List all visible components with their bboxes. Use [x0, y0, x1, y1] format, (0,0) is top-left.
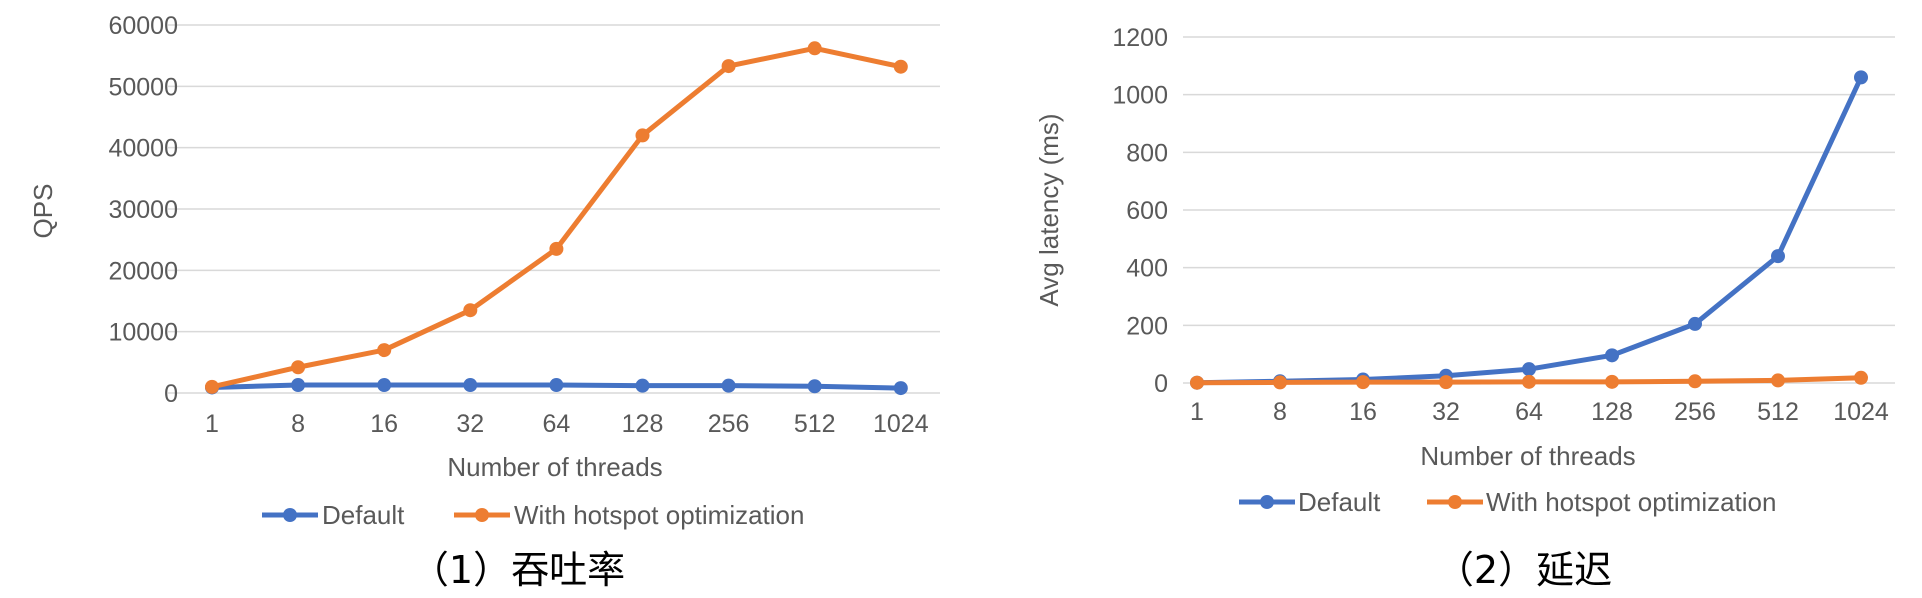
- data-point-hotspot: [807, 41, 822, 56]
- data-point-hotspot: [635, 128, 650, 143]
- x-tick-label: 512: [1757, 398, 1799, 426]
- data-point-default: [1522, 362, 1536, 377]
- data-point-hotspot: [1771, 373, 1785, 388]
- chart1-series: [205, 41, 908, 396]
- data-point-hotspot: [1688, 374, 1702, 389]
- data-point-hotspot: [1190, 375, 1204, 390]
- series-line-hotspot: [209, 45, 904, 390]
- chart2-y-tick-labels: 0 200 400 600 800 1000 1200: [1112, 24, 1168, 398]
- y-tick-label: 0: [164, 380, 178, 408]
- data-point-hotspot: [205, 379, 219, 394]
- data-point-hotspot: [377, 343, 392, 358]
- y-tick-label: 400: [1126, 255, 1168, 283]
- chart1-x-tick-labels: 1 8 16 32 64 128 256 512 1024: [205, 410, 929, 438]
- data-point-hotspot: [1273, 375, 1287, 390]
- y-tick-label: 50000: [108, 73, 178, 101]
- x-tick-label: 1024: [1833, 398, 1889, 426]
- chart2-series: [1190, 70, 1868, 390]
- data-point-default: [463, 378, 478, 393]
- data-point-hotspot: [721, 59, 736, 74]
- y-tick-label: 0: [1154, 370, 1168, 398]
- chart1-y-tick-labels: 0 10000 20000 30000 40000 50000 60000: [108, 12, 178, 408]
- data-point-default: [1854, 70, 1868, 85]
- y-tick-label: 600: [1126, 197, 1168, 225]
- chart1-legend-label-hotspot: With hotspot optimization: [514, 500, 804, 530]
- data-point-hotspot: [1854, 370, 1868, 385]
- x-tick-label: 1: [205, 410, 219, 438]
- data-point-hotspot: [1439, 375, 1453, 390]
- y-tick-label: 40000: [108, 135, 178, 163]
- x-tick-label: 1: [1190, 398, 1204, 426]
- data-point-default: [893, 381, 908, 396]
- data-point-hotspot: [1356, 375, 1370, 390]
- chart2-caption: （2）延迟: [1436, 548, 1612, 592]
- x-tick-label: 32: [456, 410, 484, 438]
- x-tick-label: 64: [1515, 398, 1543, 426]
- data-point-hotspot: [549, 241, 564, 256]
- data-point-default: [291, 378, 306, 393]
- throughput-chart: 0 10000 20000 30000 40000 50000 60000 1 8 16 32 64…: [28, 12, 940, 592]
- x-tick-label: 32: [1432, 398, 1460, 426]
- data-point-default: [1605, 348, 1619, 363]
- chart1-legend-marker-hotspot: [475, 508, 489, 522]
- data-point-default: [807, 379, 822, 394]
- x-tick-label: 128: [622, 410, 664, 438]
- x-tick-label: 16: [370, 410, 398, 438]
- x-tick-label: 256: [708, 410, 750, 438]
- data-point-default: [721, 378, 736, 393]
- x-tick-label: 8: [291, 410, 305, 438]
- y-tick-label: 1200: [1112, 24, 1168, 52]
- y-tick-label: 200: [1126, 312, 1168, 340]
- chart1-caption: （1）吞吐率: [411, 548, 625, 592]
- chart2-x-axis-title: Number of threads: [1420, 441, 1635, 471]
- data-point-hotspot: [893, 59, 908, 74]
- x-tick-label: 256: [1674, 398, 1716, 426]
- y-tick-label: 20000: [108, 257, 178, 285]
- chart2-gridlines: [1183, 36, 1895, 384]
- data-point-default: [549, 378, 564, 393]
- y-tick-label: 10000: [108, 319, 178, 347]
- chart1-legend: Default With hotspot optimization: [262, 500, 804, 530]
- data-point-hotspot: [291, 360, 306, 375]
- y-tick-label: 800: [1126, 139, 1168, 167]
- chart2-y-axis-title: Avg latency (ms): [1034, 113, 1064, 306]
- x-tick-label: 8: [1273, 398, 1287, 426]
- x-tick-label: 128: [1591, 398, 1633, 426]
- chart2-x-tick-labels: 1 8 16 32 64 128 256 512 1024: [1190, 398, 1889, 426]
- data-point-hotspot: [1605, 374, 1619, 389]
- data-point-default: [1771, 249, 1785, 264]
- chart2-legend-marker-hotspot: [1448, 495, 1462, 509]
- x-tick-label: 1024: [873, 410, 929, 438]
- series-line-default: [1194, 74, 1864, 386]
- chart1-x-axis-title: Number of threads: [447, 452, 662, 482]
- x-tick-label: 64: [542, 410, 570, 438]
- chart2-legend-marker-default: [1260, 495, 1274, 509]
- x-tick-label: 512: [794, 410, 836, 438]
- data-point-hotspot: [1522, 374, 1536, 389]
- y-tick-label: 30000: [108, 196, 178, 224]
- data-point-hotspot: [463, 303, 478, 318]
- chart1-legend-marker-default: [283, 508, 297, 522]
- data-point-default: [1688, 316, 1702, 331]
- chart2-legend-label-default: Default: [1298, 487, 1381, 517]
- y-tick-label: 60000: [108, 12, 178, 40]
- chart2-legend-label-hotspot: With hotspot optimization: [1486, 487, 1776, 517]
- x-tick-label: 16: [1349, 398, 1377, 426]
- y-tick-label: 1000: [1112, 82, 1168, 110]
- chart1-legend-label-default: Default: [322, 500, 405, 530]
- chart1-y-axis-title: QPS: [28, 184, 58, 239]
- chart1-gridlines: [168, 24, 940, 394]
- chart2-legend: Default With hotspot optimization: [1239, 487, 1776, 517]
- data-point-default: [635, 378, 650, 393]
- data-point-default: [377, 378, 392, 393]
